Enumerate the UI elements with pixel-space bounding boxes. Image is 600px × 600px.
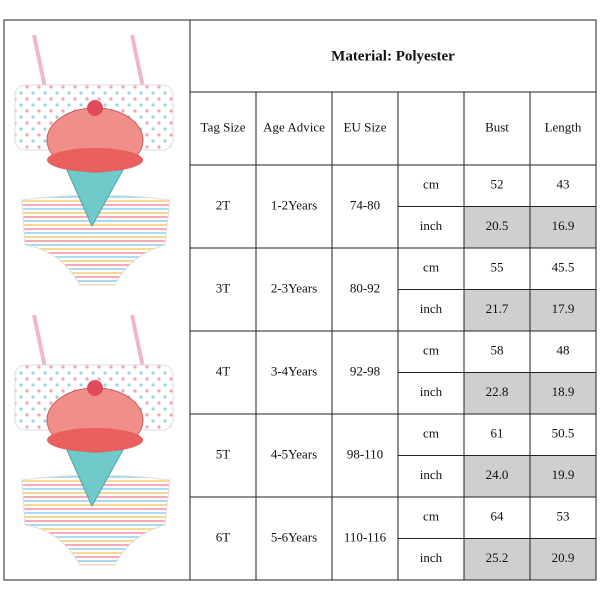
tag-text: 6T [216, 529, 231, 544]
value-cell [529, 289, 597, 332]
value-cell [529, 206, 597, 249]
eu-text: 80-92 [350, 280, 380, 295]
unit-text: inch [420, 384, 443, 399]
bust-text: 64 [491, 509, 505, 524]
material-title: Material: Polyester [331, 48, 455, 64]
length-text: 53 [557, 509, 570, 524]
length-text: 20.9 [552, 550, 575, 565]
bust-text: 20.5 [486, 218, 509, 233]
product-image [13, 313, 175, 567]
eu-text: 98-110 [347, 446, 383, 461]
bust-text: 58 [491, 343, 504, 358]
value-cell [529, 538, 597, 581]
header-label: EU Size [344, 119, 387, 134]
length-text: 19.9 [552, 467, 575, 482]
tag-text: 3T [216, 280, 231, 295]
unit-text: cm [423, 426, 439, 441]
length-text: 17.9 [552, 301, 575, 316]
eu-text: 110-116 [344, 529, 387, 544]
unit-text: inch [420, 301, 443, 316]
header-label: Bust [485, 119, 509, 134]
value-cell [529, 455, 597, 498]
header-label: Age Advice [263, 119, 325, 134]
unit-text: cm [423, 260, 439, 275]
bust-text: 24.0 [486, 467, 509, 482]
unit-text: cm [423, 509, 439, 524]
length-text: 18.9 [552, 384, 575, 399]
value-cell [463, 289, 531, 332]
bust-text: 55 [491, 260, 504, 275]
value-cell [463, 372, 531, 415]
header-cell [397, 91, 465, 166]
header-label: Tag Size [201, 119, 246, 134]
bust-text: 61 [491, 426, 504, 441]
unit-text: cm [423, 343, 439, 358]
length-text: 48 [557, 343, 570, 358]
eu-text: 74-80 [350, 197, 380, 212]
length-text: 45.5 [552, 260, 575, 275]
age-text: 1-2Years [271, 197, 317, 212]
unit-text: cm [423, 177, 439, 192]
tag-text: 2T [216, 197, 231, 212]
value-cell [463, 455, 531, 498]
eu-text: 92-98 [350, 363, 380, 378]
bust-text: 21.7 [486, 301, 509, 316]
age-text: 5-6Years [271, 529, 317, 544]
product-image [13, 33, 175, 287]
value-cell [463, 538, 531, 581]
bust-text: 52 [491, 177, 504, 192]
age-text: 3-4Years [271, 363, 317, 378]
bust-text: 25.2 [486, 550, 509, 565]
age-text: 2-3Years [271, 280, 317, 295]
age-text: 4-5Years [271, 446, 317, 461]
unit-text: inch [420, 550, 443, 565]
unit-text: inch [420, 467, 443, 482]
tag-text: 4T [216, 363, 231, 378]
bust-text: 22.8 [486, 384, 509, 399]
length-text: 43 [557, 177, 570, 192]
unit-text: inch [420, 218, 443, 233]
length-text: 16.9 [552, 218, 575, 233]
tag-text: 5T [216, 446, 231, 461]
length-text: 50.5 [552, 426, 575, 441]
header-label: Length [545, 119, 582, 134]
